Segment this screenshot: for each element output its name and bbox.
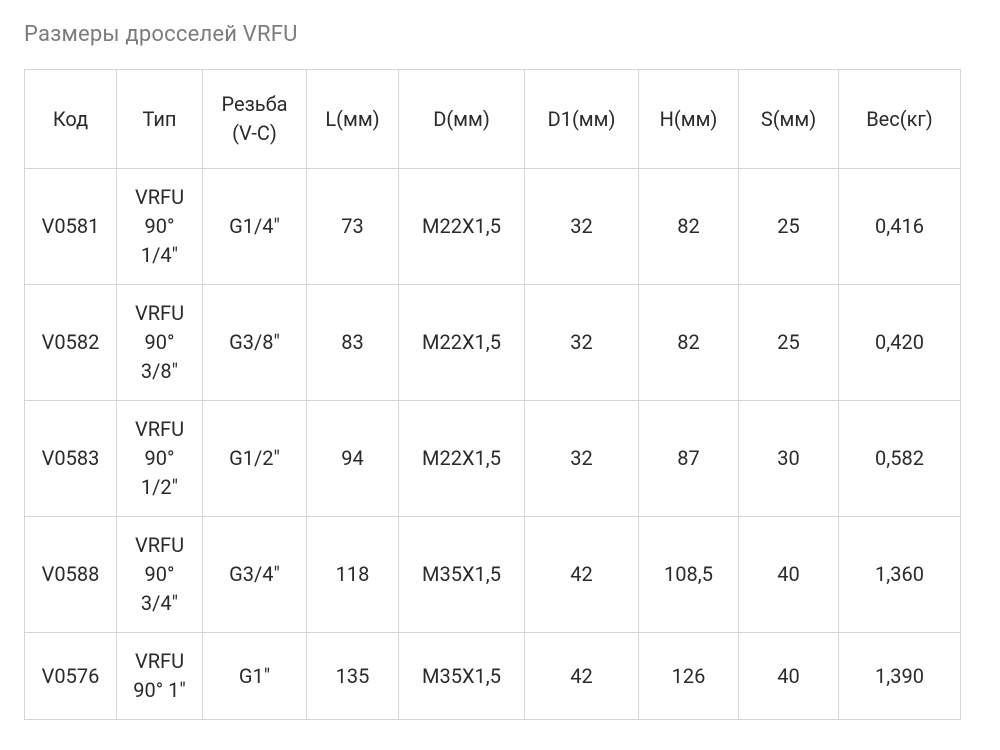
cell-d: M35X1,5 (399, 517, 525, 633)
cell-type: VRFU 90° 3/8″ (117, 285, 203, 401)
col-header: Вес(кг) (839, 70, 961, 169)
cell-code: V0588 (25, 517, 117, 633)
cell-d1: 32 (525, 169, 639, 285)
cell-type: VRFU 90° 1/4″ (117, 169, 203, 285)
col-header: Тип (117, 70, 203, 169)
table-row: V0583 VRFU 90° 1/2″ G1/2″ 94 M22X1,5 32 … (25, 401, 961, 517)
cell-type: VRFU 90° 1″ (117, 633, 203, 720)
cell-d1: 32 (525, 285, 639, 401)
cell-h: 126 (639, 633, 739, 720)
cell-d1: 42 (525, 517, 639, 633)
cell-type: VRFU 90° 1/2″ (117, 401, 203, 517)
cell-code: V0581 (25, 169, 117, 285)
cell-s: 25 (739, 285, 839, 401)
col-header: Код (25, 70, 117, 169)
cell-weight: 0,582 (839, 401, 961, 517)
cell-thread: G1″ (203, 633, 307, 720)
cell-weight: 1,360 (839, 517, 961, 633)
cell-thread: G1/2″ (203, 401, 307, 517)
cell-l: 73 (307, 169, 399, 285)
header-row: Код Тип Резьба (V-C) L(мм) D(мм) D1(мм) … (25, 70, 961, 169)
cell-thread: G3/4″ (203, 517, 307, 633)
cell-l: 135 (307, 633, 399, 720)
col-header: H(мм) (639, 70, 739, 169)
cell-weight: 0,416 (839, 169, 961, 285)
cell-l: 118 (307, 517, 399, 633)
table-row: V0581 VRFU 90° 1/4″ G1/4″ 73 M22X1,5 32 … (25, 169, 961, 285)
table-row: V0576 VRFU 90° 1″ G1″ 135 M35X1,5 42 126… (25, 633, 961, 720)
cell-l: 83 (307, 285, 399, 401)
cell-d: M35X1,5 (399, 633, 525, 720)
cell-l: 94 (307, 401, 399, 517)
cell-s: 40 (739, 633, 839, 720)
cell-thread: G1/4″ (203, 169, 307, 285)
col-header: D(мм) (399, 70, 525, 169)
col-header: D1(мм) (525, 70, 639, 169)
cell-h: 82 (639, 169, 739, 285)
table-body: V0581 VRFU 90° 1/4″ G1/4″ 73 M22X1,5 32 … (25, 169, 961, 720)
cell-h: 108,5 (639, 517, 739, 633)
cell-d: M22X1,5 (399, 169, 525, 285)
cell-code: V0583 (25, 401, 117, 517)
table-head: Код Тип Резьба (V-C) L(мм) D(мм) D1(мм) … (25, 70, 961, 169)
page-title: Размеры дросселей VRFU (24, 22, 976, 47)
spec-table: Код Тип Резьба (V-C) L(мм) D(мм) D1(мм) … (24, 69, 961, 720)
cell-thread: G3/8″ (203, 285, 307, 401)
cell-s: 30 (739, 401, 839, 517)
col-header: Резьба (V-C) (203, 70, 307, 169)
cell-h: 87 (639, 401, 739, 517)
cell-code: V0582 (25, 285, 117, 401)
cell-type: VRFU 90° 3/4″ (117, 517, 203, 633)
cell-weight: 0,420 (839, 285, 961, 401)
cell-weight: 1,390 (839, 633, 961, 720)
table-row: V0582 VRFU 90° 3/8″ G3/8″ 83 M22X1,5 32 … (25, 285, 961, 401)
table-row: V0588 VRFU 90° 3/4″ G3/4″ 118 M35X1,5 42… (25, 517, 961, 633)
cell-h: 82 (639, 285, 739, 401)
col-header: S(мм) (739, 70, 839, 169)
cell-code: V0576 (25, 633, 117, 720)
col-header: L(мм) (307, 70, 399, 169)
page-root: Размеры дросселей VRFU Код Тип Резьба (V… (0, 0, 1000, 720)
cell-d: M22X1,5 (399, 285, 525, 401)
cell-s: 40 (739, 517, 839, 633)
cell-d1: 32 (525, 401, 639, 517)
cell-s: 25 (739, 169, 839, 285)
cell-d: M22X1,5 (399, 401, 525, 517)
cell-d1: 42 (525, 633, 639, 720)
